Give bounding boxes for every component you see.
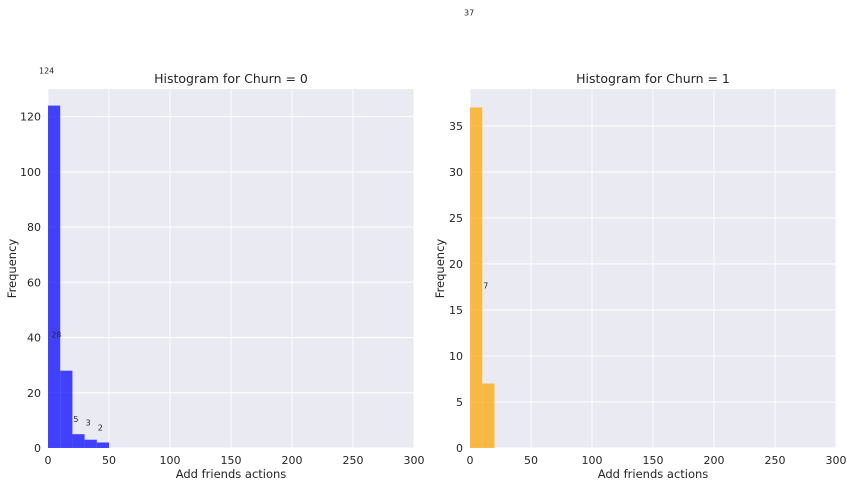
x-tick-label: 200 [704,454,725,467]
x-tick-label: 300 [826,454,847,467]
x-tick-label: 50 [524,454,538,467]
x-tick-label: 150 [643,454,664,467]
y-tick-label: 40 [27,332,41,345]
x-tick-label: 0 [45,454,52,467]
x-tick-label: 0 [467,454,474,467]
y-tick-label: 100 [20,166,41,179]
y-tick-label: 0 [34,442,41,455]
bar-value-label: 124 [39,67,54,76]
y-tick-label: 10 [449,350,463,363]
bar-value-label: 2 [98,423,103,432]
y-axis-label: Frequency [433,239,447,299]
x-tick-label: 300 [404,454,425,467]
histogram-bar [84,439,97,448]
y-tick-label: 0 [456,442,463,455]
y-tick-label: 15 [449,304,463,317]
y-tick-label: 120 [20,111,41,124]
histogram-bar [96,442,109,448]
y-tick-label: 30 [449,166,463,179]
y-tick-label: 5 [456,396,463,409]
bar-value-label: 28 [51,331,61,340]
y-tick-label: 35 [449,120,463,133]
histogram-bar [60,370,73,448]
chart-title: Histogram for Churn = 0 [154,71,308,86]
x-tick-label: 250 [765,454,786,467]
bar-value-label: 3 [86,419,91,428]
y-axis-label: Frequency [5,239,19,299]
histogram-bar [470,107,483,449]
y-tick-label: 20 [27,387,41,400]
histogram-bar [48,105,61,449]
x-tick-label: 100 [160,454,181,467]
chart-title: Histogram for Churn = 1 [576,71,730,86]
histogram-bar [482,383,495,448]
x-tick-label: 50 [102,454,116,467]
histogram-churn-1: 37 7 0 50 100 150 200 250 300 0 5 10 15 20 25 30 35 Histo… [433,8,847,481]
x-tick-label: 250 [343,454,364,467]
x-tick-label: 100 [582,454,603,467]
x-axis-label: Add friends actions [176,467,287,481]
y-tick-label: 20 [449,258,463,271]
bar-value-label: 37 [464,8,474,17]
y-tick-label: 80 [27,221,41,234]
bar-value-label: 5 [73,415,78,424]
y-tick-label: 60 [27,276,41,289]
x-tick-label: 200 [282,454,303,467]
x-tick-label: 150 [221,454,242,467]
x-axis-label: Add friends actions [598,467,709,481]
bar-value-label: 7 [483,282,488,291]
y-tick-label: 25 [449,212,463,225]
histogram-bar [72,434,85,448]
